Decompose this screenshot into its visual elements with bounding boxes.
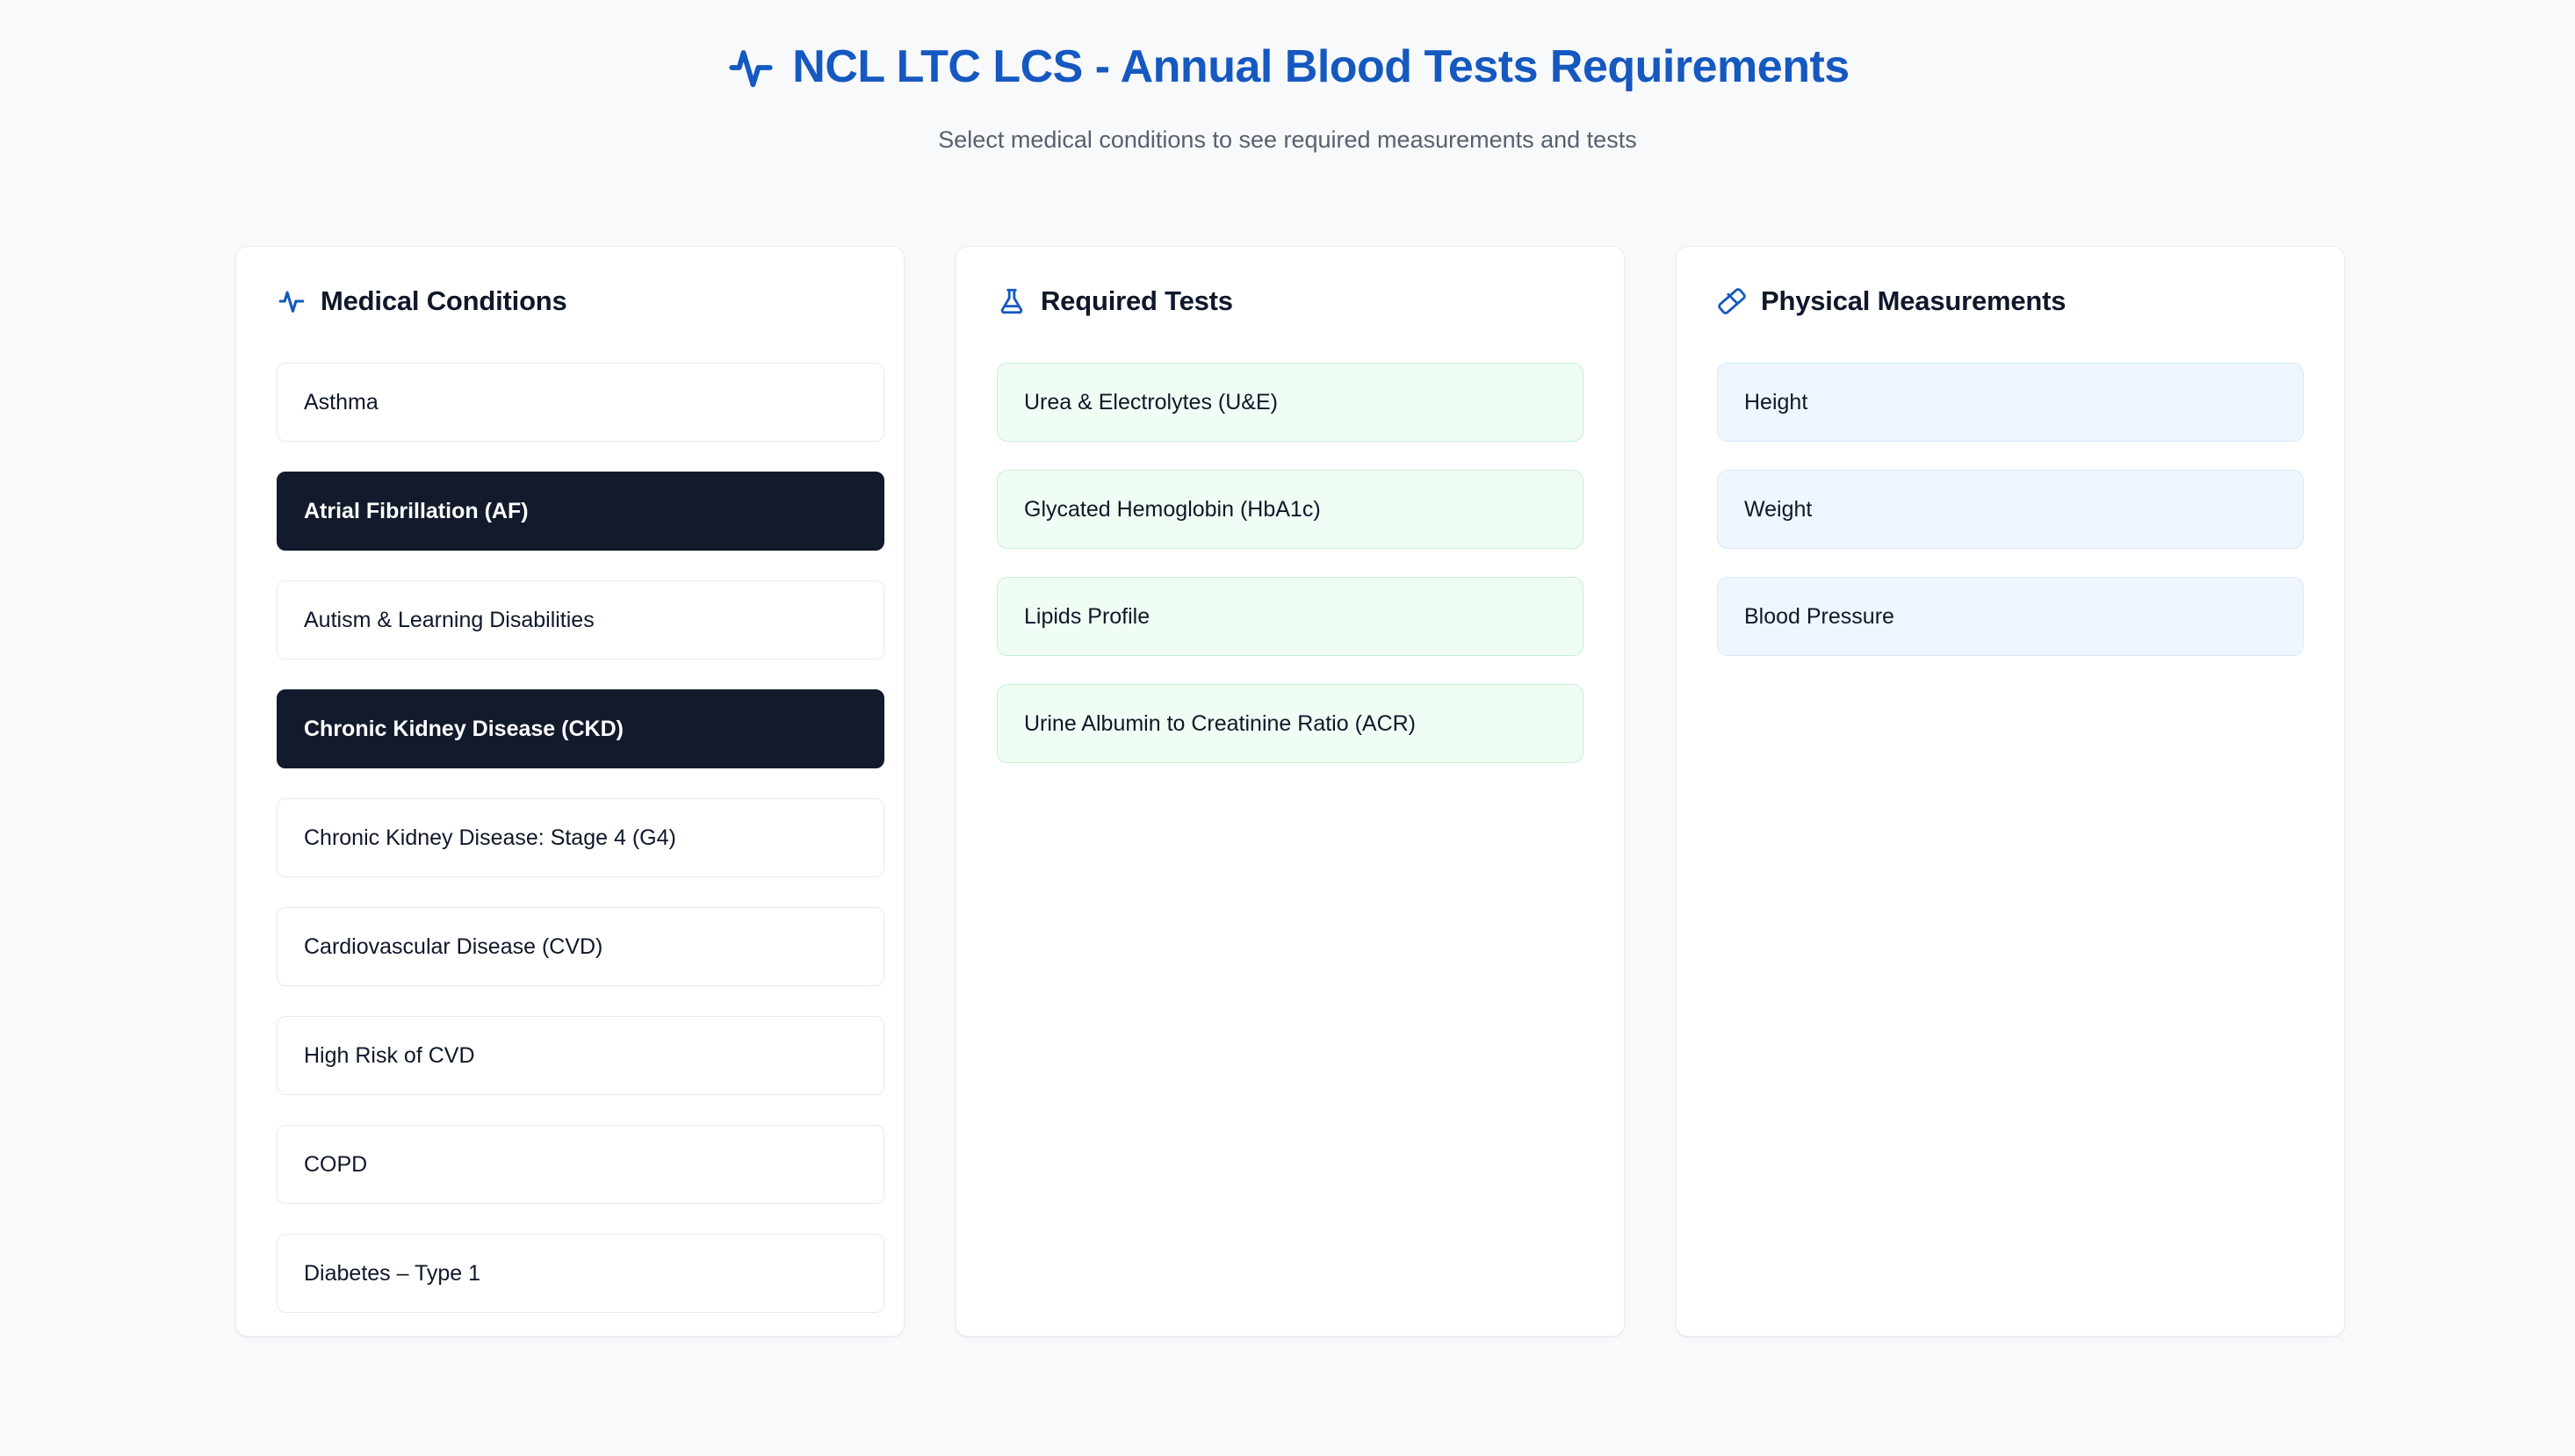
physical-measurements-header: Physical Measurements [1717,285,2304,317]
medical-conditions-title: Medical Conditions [321,285,567,316]
condition-item[interactable]: Autism & Learning Disabilities [277,580,884,660]
measurement-item: Height [1717,363,2304,442]
condition-item[interactable]: High Risk of CVD [277,1016,884,1095]
activity-pulse-icon [725,42,776,93]
panels-container: Medical Conditions Asthma Atrial Fibrill… [235,246,2347,1337]
required-tests-panel: Required Tests Urea & Electrolytes (U&E)… [956,246,1625,1337]
title-row: NCL LTC LCS - Annual Blood Tests Require… [0,42,2575,93]
test-item: Glycated Hemoglobin (HbA1c) [997,470,1583,549]
required-tests-title: Required Tests [1041,285,1233,316]
condition-item[interactable]: Cardiovascular Disease (CVD) [277,907,884,986]
medical-conditions-header: Medical Conditions [277,285,863,317]
activity-pulse-icon [277,286,307,316]
required-tests-list: Urea & Electrolytes (U&E) Glycated Hemog… [997,363,1583,763]
condition-item[interactable]: Diabetes – Type 1 [277,1234,884,1313]
condition-item[interactable]: COPD [277,1125,884,1204]
test-item: Lipids Profile [997,577,1583,656]
condition-item[interactable]: Atrial Fibrillation (AF) [277,472,884,551]
test-item: Urine Albumin to Creatinine Ratio (ACR) [997,684,1583,763]
page-header: NCL LTC LCS - Annual Blood Tests Require… [0,0,2575,154]
test-item: Urea & Electrolytes (U&E) [997,363,1583,442]
medical-conditions-list: Asthma Atrial Fibrillation (AF) Autism &… [277,363,884,1313]
measurement-item: Weight [1717,470,2304,549]
condition-item[interactable]: Chronic Kidney Disease (CKD) [277,689,884,768]
physical-measurements-panel: Physical Measurements Height Weight Bloo… [1676,246,2345,1337]
physical-measurements-title: Physical Measurements [1761,285,2066,316]
medical-conditions-panel: Medical Conditions Asthma Atrial Fibrill… [235,246,905,1337]
required-tests-header: Required Tests [997,285,1583,317]
page-subtitle: Select medical conditions to see require… [938,126,1637,153]
ruler-icon [1717,286,1747,316]
condition-item[interactable]: Chronic Kidney Disease: Stage 4 (G4) [277,798,884,877]
page-title: NCL LTC LCS - Annual Blood Tests Require… [792,41,1850,93]
measurement-item: Blood Pressure [1717,577,2304,656]
condition-item[interactable]: Asthma [277,363,884,442]
flask-icon [997,286,1027,316]
physical-measurements-list: Height Weight Blood Pressure [1717,363,2304,656]
